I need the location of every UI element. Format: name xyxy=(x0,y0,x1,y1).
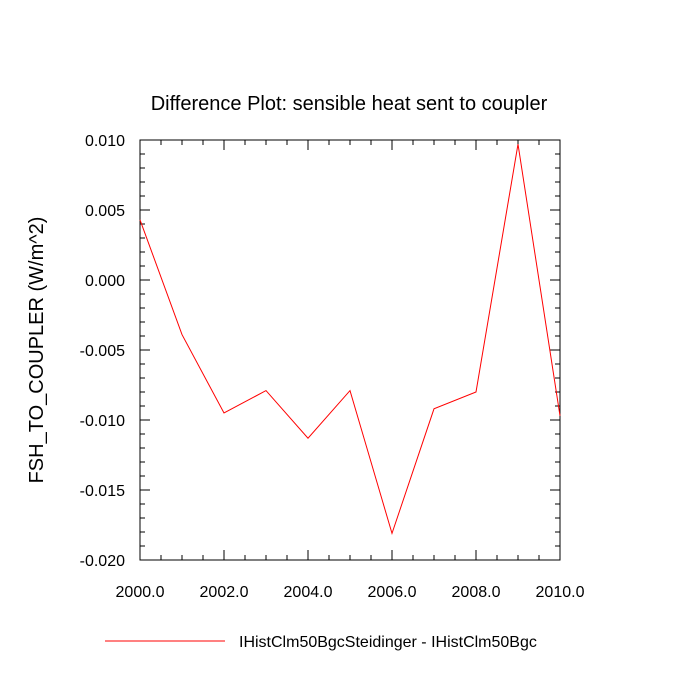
y-tick-label: 0.005 xyxy=(85,203,125,220)
y-tick-label: 0.000 xyxy=(85,273,125,290)
x-tick-label: 2004.0 xyxy=(284,584,333,601)
legend: IHistClm50BgcSteidinger - IHistClm50Bgc xyxy=(105,634,537,651)
y-axis-title: FSH_TO_COUPLER (W/m^2) xyxy=(26,217,48,484)
plot-frame xyxy=(139,139,561,561)
y-tick-label: -0.010 xyxy=(80,413,125,430)
x-tick-label: 2002.0 xyxy=(200,584,249,601)
y-tick-label: -0.005 xyxy=(80,343,125,360)
y-tick-label: -0.015 xyxy=(80,483,125,500)
series-line xyxy=(139,144,561,536)
x-tick-label: 2008.0 xyxy=(452,584,501,601)
x-tick-label: 2000.0 xyxy=(116,584,165,601)
axis-group: 2000.0 2002.0 2004.0 2006.0 2008.0 2010.0 0.01… xyxy=(80,133,585,601)
x-tick-label: 2010.0 xyxy=(536,584,585,601)
marks-group xyxy=(139,144,561,536)
legend-label: IHistClm50BgcSteidinger - IHistClm50Bgc xyxy=(239,634,537,651)
x-tick-label: 2006.0 xyxy=(368,584,417,601)
chart-title: Difference Plot: sensible heat sent to c… xyxy=(151,93,548,115)
y-tick-label: 0.010 xyxy=(85,133,125,150)
y-tick-label: -0.020 xyxy=(80,553,125,570)
